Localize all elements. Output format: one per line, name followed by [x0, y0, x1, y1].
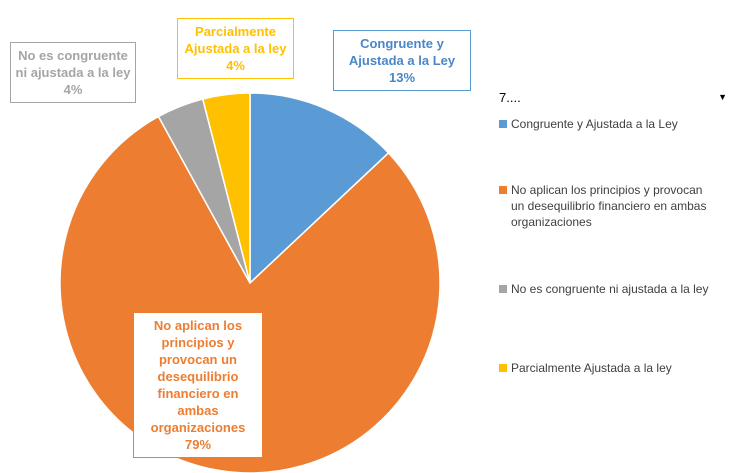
data-label-category: No es congruente ni ajustada a la ley — [15, 48, 131, 80]
data-label-value: 79% — [184, 437, 212, 452]
legend-item: No es congruente ni ajustada a la ley — [499, 281, 719, 297]
data-label-category: Congruente y Ajustada a la Ley — [348, 36, 456, 68]
data-label-value: 4% — [226, 58, 245, 73]
pie-slice — [201, 92, 251, 284]
legend-swatch — [499, 364, 507, 372]
data-label-category: Parcialmente Ajustada a la ley — [184, 24, 287, 56]
legend-label: No es congruente ni ajustada a la ley — [511, 282, 709, 296]
legend-item: No aplican los principios y provocan un … — [499, 182, 719, 230]
data-label: No aplican los principios y provocan un … — [133, 312, 263, 458]
legend-header[interactable]: 7.... ▼ — [493, 86, 733, 108]
legend-swatch — [499, 285, 507, 293]
legend-title: 7.... — [499, 89, 521, 105]
data-label: Congruente y Ajustada a la Ley 13% — [333, 30, 471, 91]
legend-swatch — [499, 186, 507, 194]
dropdown-arrow[interactable]: ▼ — [718, 92, 727, 102]
data-label-category: No aplican los principios y provocan un … — [150, 318, 246, 435]
pie-slice — [249, 92, 390, 285]
legend-label: No aplican los principios y provocan un … — [511, 183, 707, 229]
legend-item: Congruente y Ajustada a la Ley — [499, 116, 719, 132]
data-label: No es congruente ni ajustada a la ley 4% — [10, 42, 136, 103]
data-label-value: 13% — [388, 70, 416, 85]
legend-label: Parcialmente Ajustada a la ley — [511, 361, 672, 375]
legend: 7.... ▼ Congruente y Ajustada a la Ley No… — [493, 86, 733, 375]
data-label: Parcialmente Ajustada a la ley 4% — [177, 18, 294, 79]
legend-swatch — [499, 120, 507, 128]
legend-item: Parcialmente Ajustada a la ley — [499, 360, 719, 376]
data-label-value: 4% — [63, 82, 83, 97]
legend-label: Congruente y Ajustada a la Ley — [511, 117, 678, 131]
